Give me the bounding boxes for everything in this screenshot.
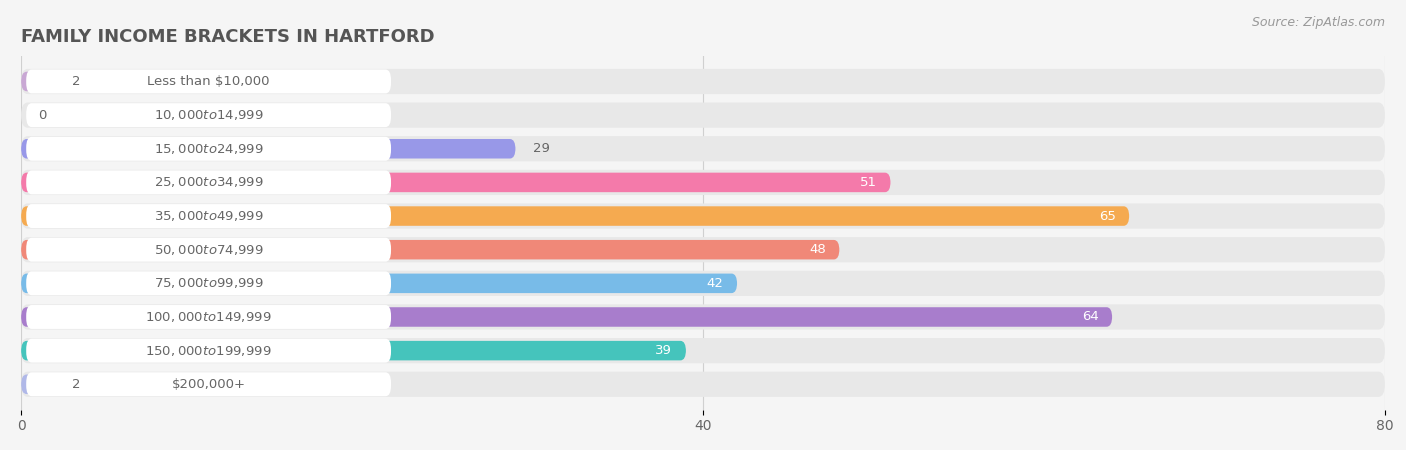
- FancyBboxPatch shape: [27, 137, 391, 161]
- Text: 65: 65: [1098, 210, 1115, 223]
- FancyBboxPatch shape: [21, 274, 737, 293]
- Text: 29: 29: [533, 142, 550, 155]
- FancyBboxPatch shape: [21, 173, 890, 192]
- Text: 51: 51: [860, 176, 877, 189]
- FancyBboxPatch shape: [21, 72, 55, 91]
- FancyBboxPatch shape: [21, 374, 55, 394]
- Text: $50,000 to $74,999: $50,000 to $74,999: [153, 243, 263, 256]
- Text: Source: ZipAtlas.com: Source: ZipAtlas.com: [1251, 16, 1385, 29]
- Text: 2: 2: [72, 378, 80, 391]
- FancyBboxPatch shape: [21, 338, 1385, 363]
- FancyBboxPatch shape: [27, 372, 391, 396]
- Text: Less than $10,000: Less than $10,000: [148, 75, 270, 88]
- Text: FAMILY INCOME BRACKETS IN HARTFORD: FAMILY INCOME BRACKETS IN HARTFORD: [21, 28, 434, 46]
- Text: $100,000 to $149,999: $100,000 to $149,999: [145, 310, 271, 324]
- FancyBboxPatch shape: [21, 170, 1385, 195]
- Text: 39: 39: [655, 344, 672, 357]
- FancyBboxPatch shape: [27, 171, 391, 194]
- FancyBboxPatch shape: [21, 307, 1112, 327]
- FancyBboxPatch shape: [27, 305, 391, 329]
- FancyBboxPatch shape: [21, 237, 1385, 262]
- Text: $15,000 to $24,999: $15,000 to $24,999: [153, 142, 263, 156]
- FancyBboxPatch shape: [21, 136, 1385, 162]
- Text: $75,000 to $99,999: $75,000 to $99,999: [153, 276, 263, 290]
- Text: $35,000 to $49,999: $35,000 to $49,999: [153, 209, 263, 223]
- FancyBboxPatch shape: [27, 70, 391, 94]
- Text: 42: 42: [707, 277, 724, 290]
- FancyBboxPatch shape: [21, 203, 1385, 229]
- FancyBboxPatch shape: [21, 69, 1385, 94]
- FancyBboxPatch shape: [21, 304, 1385, 329]
- Text: 0: 0: [38, 108, 46, 122]
- Text: 2: 2: [72, 75, 80, 88]
- Text: $10,000 to $14,999: $10,000 to $14,999: [153, 108, 263, 122]
- Text: $200,000+: $200,000+: [172, 378, 246, 391]
- FancyBboxPatch shape: [27, 238, 391, 261]
- FancyBboxPatch shape: [27, 339, 391, 363]
- Text: 48: 48: [808, 243, 825, 256]
- FancyBboxPatch shape: [21, 341, 686, 360]
- FancyBboxPatch shape: [21, 103, 1385, 128]
- FancyBboxPatch shape: [21, 372, 1385, 397]
- FancyBboxPatch shape: [27, 103, 391, 127]
- FancyBboxPatch shape: [27, 271, 391, 295]
- FancyBboxPatch shape: [21, 206, 1129, 226]
- FancyBboxPatch shape: [21, 139, 516, 158]
- Text: $25,000 to $34,999: $25,000 to $34,999: [153, 176, 263, 189]
- Text: 64: 64: [1081, 310, 1098, 324]
- FancyBboxPatch shape: [21, 271, 1385, 296]
- FancyBboxPatch shape: [27, 204, 391, 228]
- Text: $150,000 to $199,999: $150,000 to $199,999: [145, 344, 271, 358]
- FancyBboxPatch shape: [21, 240, 839, 260]
